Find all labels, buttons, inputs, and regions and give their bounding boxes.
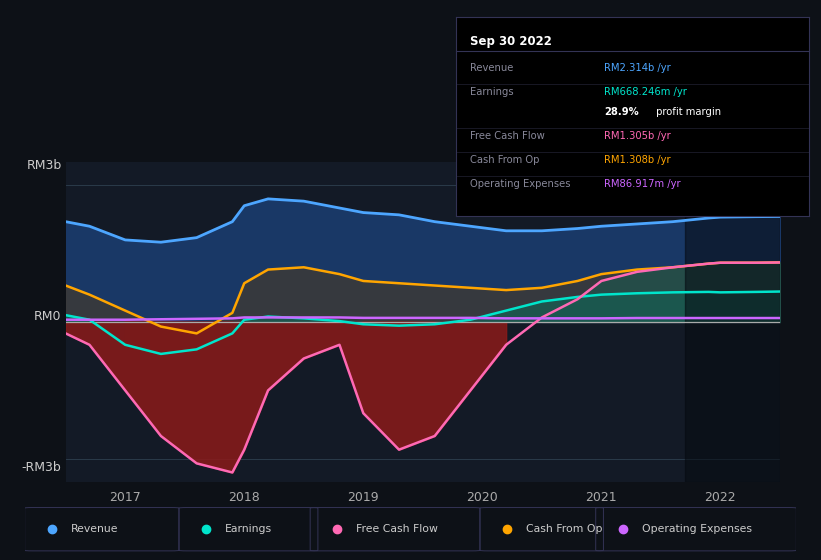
Text: 28.9%: 28.9% [604, 107, 639, 117]
Text: RM1.305b /yr: RM1.305b /yr [604, 131, 671, 141]
Text: Operating Expenses: Operating Expenses [642, 524, 752, 534]
Text: Earnings: Earnings [225, 524, 273, 534]
Text: -RM3b: -RM3b [22, 461, 62, 474]
Text: Free Cash Flow: Free Cash Flow [356, 524, 438, 534]
Text: RM0: RM0 [34, 310, 62, 323]
Text: RM86.917m /yr: RM86.917m /yr [604, 179, 681, 189]
Text: RM1.308b /yr: RM1.308b /yr [604, 155, 671, 165]
Bar [685, 162, 780, 482]
Text: Operating Expenses: Operating Expenses [470, 179, 571, 189]
Text: profit margin: profit margin [654, 107, 722, 117]
Text: Cash From Op: Cash From Op [470, 155, 539, 165]
Text: RM668.246m /yr: RM668.246m /yr [604, 87, 687, 97]
Text: Free Cash Flow: Free Cash Flow [470, 131, 544, 141]
Text: RM2.314b /yr: RM2.314b /yr [604, 63, 671, 73]
Text: Cash From Op: Cash From Op [526, 524, 603, 534]
Text: Earnings: Earnings [470, 87, 513, 97]
Text: Sep 30 2022: Sep 30 2022 [470, 35, 552, 48]
Text: Revenue: Revenue [71, 524, 118, 534]
Text: RM3b: RM3b [26, 158, 62, 172]
Text: Revenue: Revenue [470, 63, 513, 73]
